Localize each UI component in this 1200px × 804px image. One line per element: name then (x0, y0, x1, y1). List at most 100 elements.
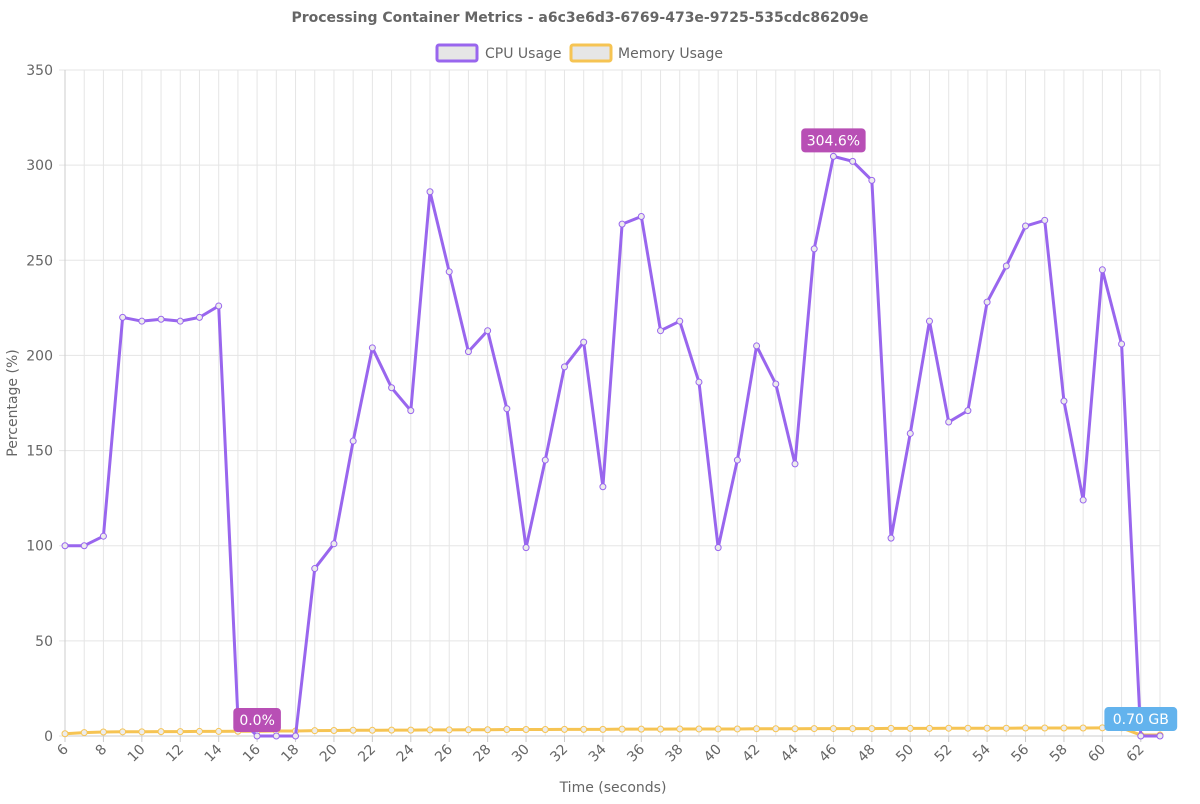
data-point-cpu-usage[interactable] (119, 313, 127, 321)
data-point-memory-usage[interactable] (964, 724, 972, 732)
data-point-memory-usage[interactable] (637, 725, 645, 733)
data-point-memory-usage[interactable] (176, 728, 184, 736)
data-point-cpu-usage[interactable] (99, 532, 107, 540)
data-point-cpu-usage[interactable] (733, 456, 741, 464)
data-point-cpu-usage[interactable] (176, 317, 184, 325)
data-point-cpu-usage[interactable] (829, 152, 837, 160)
data-point-cpu-usage[interactable] (945, 418, 953, 426)
data-point-memory-usage[interactable] (753, 725, 761, 733)
data-point-memory-usage[interactable] (1060, 724, 1068, 732)
data-point-cpu-usage[interactable] (849, 157, 857, 165)
data-point-memory-usage[interactable] (99, 728, 107, 736)
data-point-cpu-usage[interactable] (1098, 266, 1106, 274)
data-point-cpu-usage[interactable] (657, 327, 665, 335)
data-point-memory-usage[interactable] (1022, 724, 1030, 732)
data-point-cpu-usage[interactable] (1060, 397, 1068, 405)
data-point-memory-usage[interactable] (695, 725, 703, 733)
data-point-cpu-usage[interactable] (330, 540, 338, 548)
data-point-memory-usage[interactable] (330, 726, 338, 734)
data-point-cpu-usage[interactable] (157, 315, 165, 323)
data-point-memory-usage[interactable] (887, 724, 895, 732)
data-point-cpu-usage[interactable] (407, 407, 415, 415)
data-point-memory-usage[interactable] (484, 726, 492, 734)
data-point-memory-usage[interactable] (906, 724, 914, 732)
data-point-cpu-usage[interactable] (1079, 496, 1087, 504)
data-point-memory-usage[interactable] (61, 730, 69, 738)
data-point-cpu-usage[interactable] (1118, 340, 1126, 348)
data-point-memory-usage[interactable] (311, 727, 319, 735)
data-point-memory-usage[interactable] (714, 725, 722, 733)
data-point-memory-usage[interactable] (810, 725, 818, 733)
data-point-memory-usage[interactable] (80, 729, 88, 737)
data-point-memory-usage[interactable] (676, 725, 684, 733)
data-point-cpu-usage[interactable] (464, 348, 472, 356)
data-point-cpu-usage[interactable] (292, 732, 300, 740)
data-point-cpu-usage[interactable] (676, 317, 684, 325)
data-point-memory-usage[interactable] (426, 726, 434, 734)
data-point-cpu-usage[interactable] (388, 384, 396, 392)
data-point-cpu-usage[interactable] (426, 188, 434, 196)
data-point-cpu-usage[interactable] (80, 542, 88, 550)
data-point-cpu-usage[interactable] (599, 483, 607, 491)
data-point-cpu-usage[interactable] (580, 338, 588, 346)
data-point-cpu-usage[interactable] (311, 565, 319, 573)
data-point-memory-usage[interactable] (657, 725, 665, 733)
data-point-cpu-usage[interactable] (560, 363, 568, 371)
data-point-memory-usage[interactable] (925, 724, 933, 732)
data-point-memory-usage[interactable] (445, 726, 453, 734)
data-point-memory-usage[interactable] (599, 725, 607, 733)
data-point-cpu-usage[interactable] (1156, 732, 1164, 740)
data-point-cpu-usage[interactable] (484, 327, 492, 335)
data-point-memory-usage[interactable] (560, 725, 568, 733)
data-point-memory-usage[interactable] (580, 725, 588, 733)
data-point-cpu-usage[interactable] (714, 544, 722, 552)
data-point-cpu-usage[interactable] (906, 429, 914, 437)
data-point-cpu-usage[interactable] (695, 378, 703, 386)
data-point-cpu-usage[interactable] (503, 405, 511, 413)
data-point-memory-usage[interactable] (119, 728, 127, 736)
data-point-memory-usage[interactable] (618, 725, 626, 733)
data-point-memory-usage[interactable] (195, 727, 203, 735)
legend-item-memory[interactable]: Memory Usage (569, 43, 723, 63)
data-point-memory-usage[interactable] (829, 725, 837, 733)
data-point-memory-usage[interactable] (983, 724, 991, 732)
data-point-memory-usage[interactable] (407, 726, 415, 734)
data-point-memory-usage[interactable] (868, 725, 876, 733)
data-point-memory-usage[interactable] (215, 727, 223, 735)
data-point-cpu-usage[interactable] (925, 317, 933, 325)
data-point-memory-usage[interactable] (733, 725, 741, 733)
data-point-cpu-usage[interactable] (61, 542, 69, 550)
data-point-cpu-usage[interactable] (195, 313, 203, 321)
data-point-memory-usage[interactable] (1079, 724, 1087, 732)
data-point-cpu-usage[interactable] (772, 380, 780, 388)
data-point-cpu-usage[interactable] (810, 245, 818, 253)
data-point-memory-usage[interactable] (388, 726, 396, 734)
data-point-cpu-usage[interactable] (541, 456, 549, 464)
data-point-cpu-usage[interactable] (253, 732, 261, 740)
legend-item-cpu[interactable]: CPU Usage (435, 43, 562, 63)
data-point-memory-usage[interactable] (349, 726, 357, 734)
data-point-cpu-usage[interactable] (1002, 262, 1010, 270)
data-point-memory-usage[interactable] (945, 724, 953, 732)
data-point-cpu-usage[interactable] (1022, 222, 1030, 230)
data-point-cpu-usage[interactable] (983, 298, 991, 306)
data-point-cpu-usage[interactable] (368, 344, 376, 352)
data-point-cpu-usage[interactable] (887, 534, 895, 542)
data-point-memory-usage[interactable] (522, 726, 530, 734)
data-point-memory-usage[interactable] (157, 728, 165, 736)
data-point-cpu-usage[interactable] (272, 732, 280, 740)
data-point-cpu-usage[interactable] (522, 544, 530, 552)
data-point-cpu-usage[interactable] (753, 342, 761, 350)
data-point-cpu-usage[interactable] (618, 220, 626, 228)
data-point-cpu-usage[interactable] (1041, 216, 1049, 224)
data-point-cpu-usage[interactable] (964, 407, 972, 415)
data-point-memory-usage[interactable] (772, 725, 780, 733)
data-point-cpu-usage[interactable] (868, 176, 876, 184)
data-point-cpu-usage[interactable] (791, 460, 799, 468)
data-point-memory-usage[interactable] (1041, 724, 1049, 732)
data-point-memory-usage[interactable] (1002, 724, 1010, 732)
data-point-cpu-usage[interactable] (138, 317, 146, 325)
data-point-memory-usage[interactable] (791, 725, 799, 733)
data-point-memory-usage[interactable] (138, 728, 146, 736)
data-point-memory-usage[interactable] (541, 726, 549, 734)
